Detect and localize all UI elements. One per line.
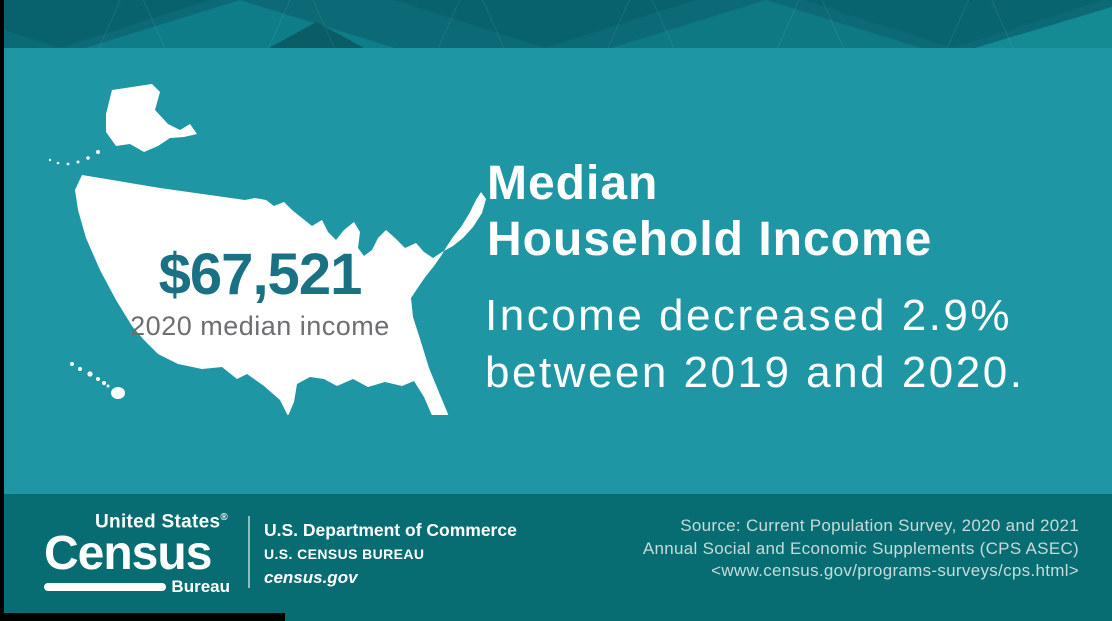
us-census-bureau-label: U.S. CENSUS BUREAU (264, 546, 425, 562)
median-income-caption: 2020 median income (130, 311, 390, 341)
registered-trademark-symbol: ® (220, 512, 228, 523)
us-map-alaska (106, 84, 197, 152)
header-band (0, 0, 1112, 48)
us-map-graphic (40, 80, 490, 447)
source-line-1: Source: Current Population Survey, 2020 … (680, 516, 1079, 535)
department-block: U.S. Department of Commerce U.S. CENSUS … (264, 520, 517, 588)
triangle-pattern (395, 0, 695, 48)
source-line-3: <www.census.gov/programs-surveys/cps.htm… (711, 561, 1079, 580)
source-citation: Source: Current Population Survey, 2020 … (643, 515, 1079, 583)
census-gov-url: census.gov (264, 568, 358, 587)
logo-underline-bar (44, 582, 167, 591)
triangle-pattern (975, 0, 1112, 48)
triangle-pattern (611, 0, 921, 48)
letterbox-left-edge (0, 0, 4, 621)
triangle-pattern (803, 0, 1103, 48)
logo-united-states-text: United States (95, 511, 221, 533)
us-map-continental (75, 175, 486, 447)
median-income-stat: $67,521 2020 median income (95, 246, 425, 342)
page-title: Median Household Income (487, 156, 932, 268)
subtitle-line-2: between 2019 and 2020. (485, 348, 1025, 397)
footer-divider (248, 516, 250, 588)
median-income-value: $67,521 (158, 242, 363, 307)
us-map-svg (48, 84, 486, 447)
census-bureau-logo: United States® Census Bureau (44, 508, 230, 595)
triangle-pattern (269, 22, 364, 48)
triangle-pattern (0, 0, 210, 48)
subtitle-line-1: Income decreased 2.9% (485, 291, 1013, 340)
triangle-pattern (85, 0, 395, 48)
logo-bureau-row: Bureau (44, 578, 230, 595)
logo-census-wordmark: Census (44, 527, 212, 581)
subtitle: Income decreased 2.9% between 2019 and 2… (485, 287, 1024, 401)
department-of-commerce: U.S. Department of Commerce (264, 520, 517, 540)
title-line-1: Median (487, 157, 659, 210)
letterbox-bottom-edge (0, 613, 285, 621)
footer-bar (0, 494, 1112, 621)
title-line-2: Household Income (487, 213, 933, 266)
logo-united-states: United States® (44, 508, 230, 532)
source-line-2: Annual Social and Economic Supplements (… (642, 538, 1079, 558)
logo-bureau-text: Bureau (171, 577, 230, 597)
